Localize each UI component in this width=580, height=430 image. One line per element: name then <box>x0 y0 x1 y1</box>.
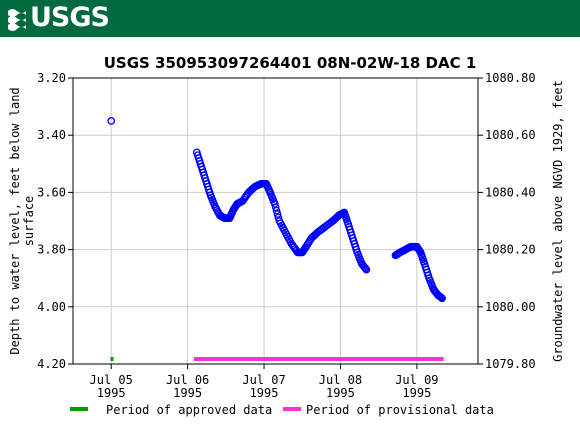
period-bar <box>193 357 444 361</box>
y-left-tick-label: 4.00 <box>37 300 66 314</box>
data-point <box>107 117 116 125</box>
y-right-tick-label: 1080.00 <box>485 300 536 314</box>
y-left-tick-label: 3.40 <box>37 128 66 142</box>
data-point <box>270 199 279 208</box>
legend-label: Period of approved data <box>106 403 272 417</box>
y-right-tick-label: 1080.20 <box>485 243 536 257</box>
x-tick-label-year: 1995 <box>326 386 355 400</box>
data-point <box>438 294 446 303</box>
y-left-tick-label: 3.80 <box>37 243 66 257</box>
x-tick-label: Jul 05 <box>90 373 133 387</box>
data-point <box>271 203 280 212</box>
x-tick-label-year: 1995 <box>402 386 431 400</box>
y-left-tick-label: 3.20 <box>37 71 66 85</box>
legend-swatch <box>283 407 301 411</box>
y-left-tick-label: 3.60 <box>37 185 66 199</box>
x-tick-label-year: 1995 <box>173 386 202 400</box>
x-tick-label-year: 1995 <box>250 386 279 400</box>
y-right-tick-label: 1080.40 <box>485 185 536 199</box>
data-point <box>273 210 282 218</box>
y-left-axis-label-line2: surface <box>22 196 36 247</box>
y-left-tick-label: 4.20 <box>37 357 66 371</box>
usgs-logo-text: USGS <box>30 2 110 33</box>
legend-swatch <box>70 407 88 411</box>
hydrograph-chart: USGS 350953097264401 08N-02W-18 DAC 1 3.2… <box>8 54 565 417</box>
period-bar <box>110 357 114 361</box>
y-right-tick-label: 1079.80 <box>485 357 536 371</box>
x-tick-label: Jul 07 <box>242 373 285 387</box>
y-right-axis-label: Groundwater level above NGVD 1929, feet <box>551 80 565 362</box>
plot-frame <box>72 77 479 365</box>
usgs-header-bar: USGS <box>0 0 580 37</box>
y-left-axis-label: Depth to water level, feet below land <box>8 87 22 354</box>
data-point <box>361 264 370 273</box>
data-point <box>362 265 371 274</box>
legend-label: Period of provisional data <box>306 403 494 417</box>
x-tick-label: Jul 09 <box>395 373 438 387</box>
y-right-tick-label: 1080.80 <box>485 71 536 85</box>
x-tick-label-year: 1995 <box>97 386 126 400</box>
data-point <box>272 206 281 215</box>
chart-title: USGS 350953097264401 08N-02W-18 DAC 1 <box>104 54 477 72</box>
usgs-wave-icon <box>8 9 26 31</box>
data-point <box>360 263 369 272</box>
x-tick-label: Jul 08 <box>319 373 362 387</box>
y-right-tick-label: 1080.60 <box>485 128 536 142</box>
usgs-logo[interactable]: USGS <box>6 2 110 33</box>
x-tick-label: Jul 06 <box>166 373 209 387</box>
